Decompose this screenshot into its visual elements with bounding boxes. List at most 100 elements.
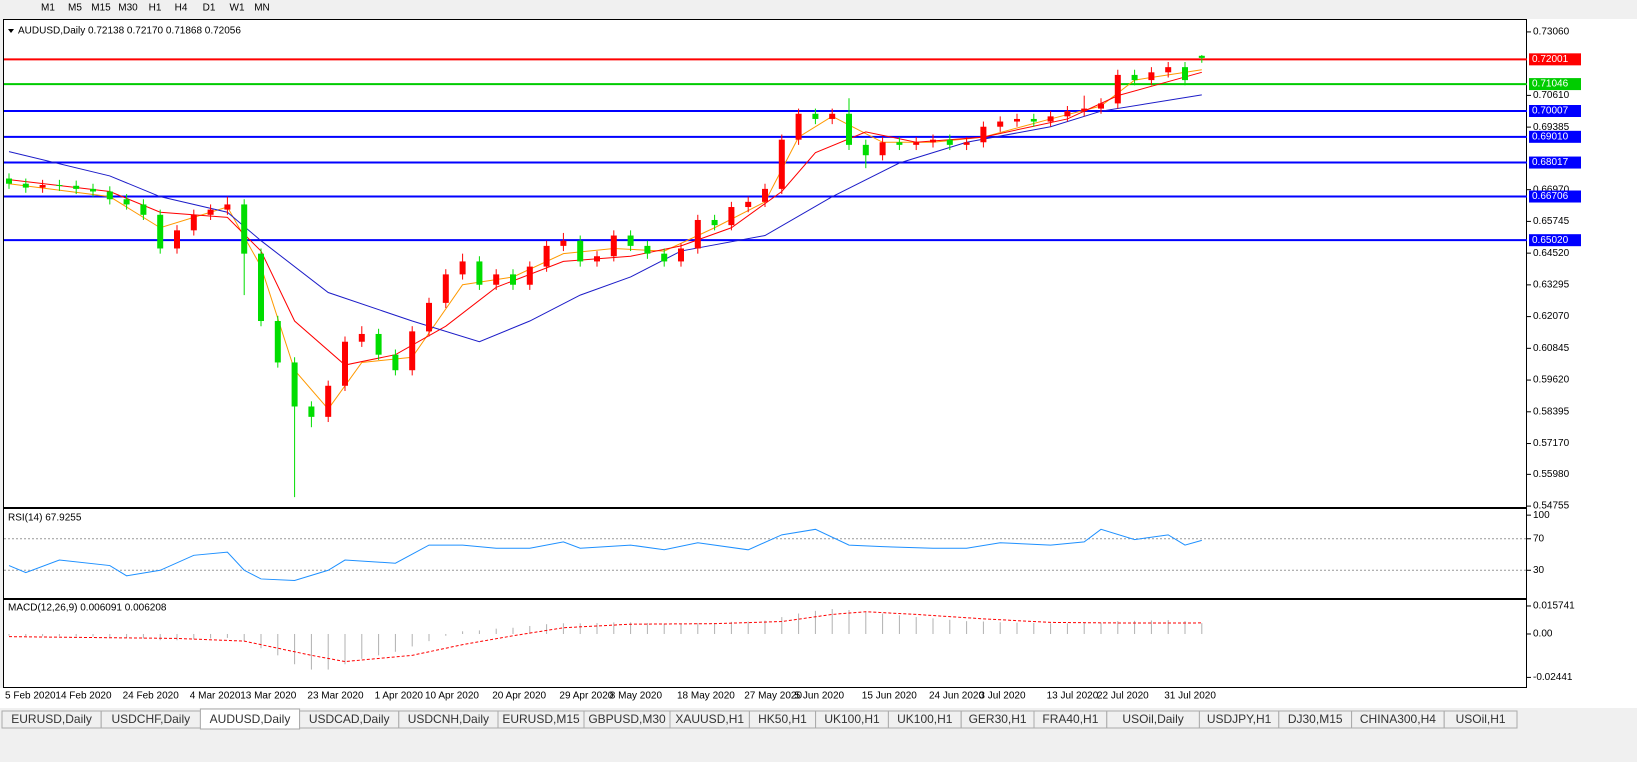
level-tag: [1529, 53, 1581, 66]
tab[interactable]: [1443, 710, 1518, 729]
tab-label[interactable]: EURUSD,M15: [502, 712, 580, 726]
main-panel: [3, 19, 1527, 508]
y-tick-label: 0.70610: [1533, 90, 1570, 101]
candle-body: [224, 204, 231, 210]
rsi-title: RSI(14) 67.9255: [8, 513, 82, 524]
tab-label[interactable]: USOil,H1: [1456, 712, 1506, 726]
candle-body: [661, 253, 668, 262]
candle-body: [694, 219, 701, 249]
tab-label[interactable]: USDCAD,Daily: [309, 712, 390, 726]
candle-body: [577, 240, 584, 262]
date-label: 23 Mar 2020: [307, 691, 364, 702]
timeframe-button[interactable]: W1: [230, 3, 245, 14]
y-tick-label: 0.59620: [1533, 375, 1570, 386]
tab-label[interactable]: USOil,Daily: [1122, 712, 1183, 726]
candle-body: [493, 274, 500, 285]
date-label: 31 Jul 2020: [1164, 691, 1216, 702]
tab-label[interactable]: GER30,H1: [969, 712, 1027, 726]
tab-label[interactable]: USDCNH,Daily: [408, 712, 489, 726]
level-tag: [1529, 78, 1581, 91]
candle-body: [1165, 67, 1172, 73]
macd-panel: [3, 599, 1527, 688]
ohlc: 0.72138 0.72170 0.71868 0.72056: [88, 26, 241, 37]
timeframe-button[interactable]: M5: [68, 3, 82, 14]
candle-body: [627, 235, 634, 246]
candle-body: [291, 362, 298, 407]
candle-body: [1198, 55, 1205, 58]
candle-body: [1098, 103, 1104, 109]
level-tag: [1529, 130, 1581, 143]
y-tick-label: 0.64520: [1533, 248, 1570, 259]
timeframe-button[interactable]: M15: [91, 3, 111, 14]
rsi-panel: [3, 508, 1527, 599]
y-tick-label: 0.55980: [1533, 469, 1570, 480]
candle-body: [73, 185, 80, 189]
timeframe-button[interactable]: H4: [175, 3, 188, 14]
y-tick-label: 100: [1533, 510, 1550, 521]
date-label: 29 Apr 2020: [559, 691, 613, 702]
tab-label[interactable]: AUDUSD,Daily: [210, 712, 291, 726]
candle-body: [258, 253, 264, 322]
candle-body: [426, 302, 432, 332]
date-label: 1 Apr 2020: [375, 691, 424, 702]
tab-label[interactable]: GBPUSD,M30: [588, 712, 666, 726]
y-tick-label: 70: [1533, 533, 1545, 544]
date-axis: [0, 688, 1637, 708]
candle-body: [1030, 118, 1037, 122]
timeframe-button[interactable]: D1: [203, 3, 216, 14]
timeframe-button[interactable]: M30: [118, 3, 138, 14]
candle-body: [1047, 116, 1054, 122]
candle-body: [157, 214, 164, 249]
tab-label[interactable]: EURUSD,Daily: [11, 712, 92, 726]
level-tag: [1529, 190, 1581, 203]
candle-body: [846, 113, 852, 145]
candle-body: [90, 188, 96, 192]
indicator-line: [8, 611, 1202, 663]
tab-label[interactable]: HK50,H1: [758, 712, 807, 726]
macd-title: MACD(12,26,9) 0.006091 0.006208: [8, 603, 167, 614]
candle-body: [56, 185, 63, 187]
candle-body: [476, 261, 483, 285]
candle-body: [913, 142, 920, 145]
date-label: 10 Apr 2020: [425, 691, 479, 702]
tab-label[interactable]: FRA40,H1: [1042, 712, 1098, 726]
date-label: 4 Mar 2020: [190, 691, 241, 702]
candle-body: [711, 219, 718, 226]
tab-label[interactable]: CHINA300,H4: [1360, 712, 1436, 726]
candle-body: [409, 331, 416, 371]
level-label: 0.72001: [1532, 54, 1569, 65]
tab-label[interactable]: UK100,H1: [897, 712, 953, 726]
tab-label[interactable]: DJ30,M15: [1288, 712, 1343, 726]
timeframe-button[interactable]: M1: [41, 3, 55, 14]
candle-body: [6, 178, 12, 184]
candle-body: [1148, 72, 1155, 81]
chart-title: AUDUSD,Daily: [18, 26, 85, 37]
timeframe-button[interactable]: H1: [149, 3, 162, 14]
indicator-line: [8, 528, 1202, 582]
candle-body: [829, 113, 836, 119]
tab-label[interactable]: UK100,H1: [824, 712, 880, 726]
candle-body: [1131, 74, 1138, 81]
menu-arrow[interactable]: [8, 29, 14, 33]
candle-body: [762, 188, 768, 202]
candle-body: [610, 235, 617, 257]
y-tick-label: 0.73060: [1533, 27, 1570, 38]
date-label: 3 Jul 2020: [979, 691, 1026, 702]
candle-body: [459, 261, 466, 275]
y-tick-label: 0.69385: [1533, 122, 1570, 133]
y-tick-label: 0.54755: [1533, 501, 1570, 512]
date-label: 18 May 2020: [677, 691, 735, 702]
tab-label[interactable]: XAUUSD,H1: [675, 712, 744, 726]
candle-body: [39, 185, 46, 188]
candle-body: [442, 274, 449, 303]
candle-body: [1182, 67, 1188, 81]
tab-label[interactable]: USDJPY,H1: [1207, 712, 1272, 726]
date-label: 5 Jun 2020: [795, 691, 845, 702]
date-label: 13 Jul 2020: [1047, 691, 1099, 702]
tab-label[interactable]: USDCHF,Daily: [111, 712, 190, 726]
timeframe-button[interactable]: MN: [254, 3, 270, 14]
y-tick-label: 0.57170: [1533, 438, 1570, 449]
toolbar: [0, 0, 1637, 18]
y-tick-label: 0.66970: [1533, 184, 1570, 195]
